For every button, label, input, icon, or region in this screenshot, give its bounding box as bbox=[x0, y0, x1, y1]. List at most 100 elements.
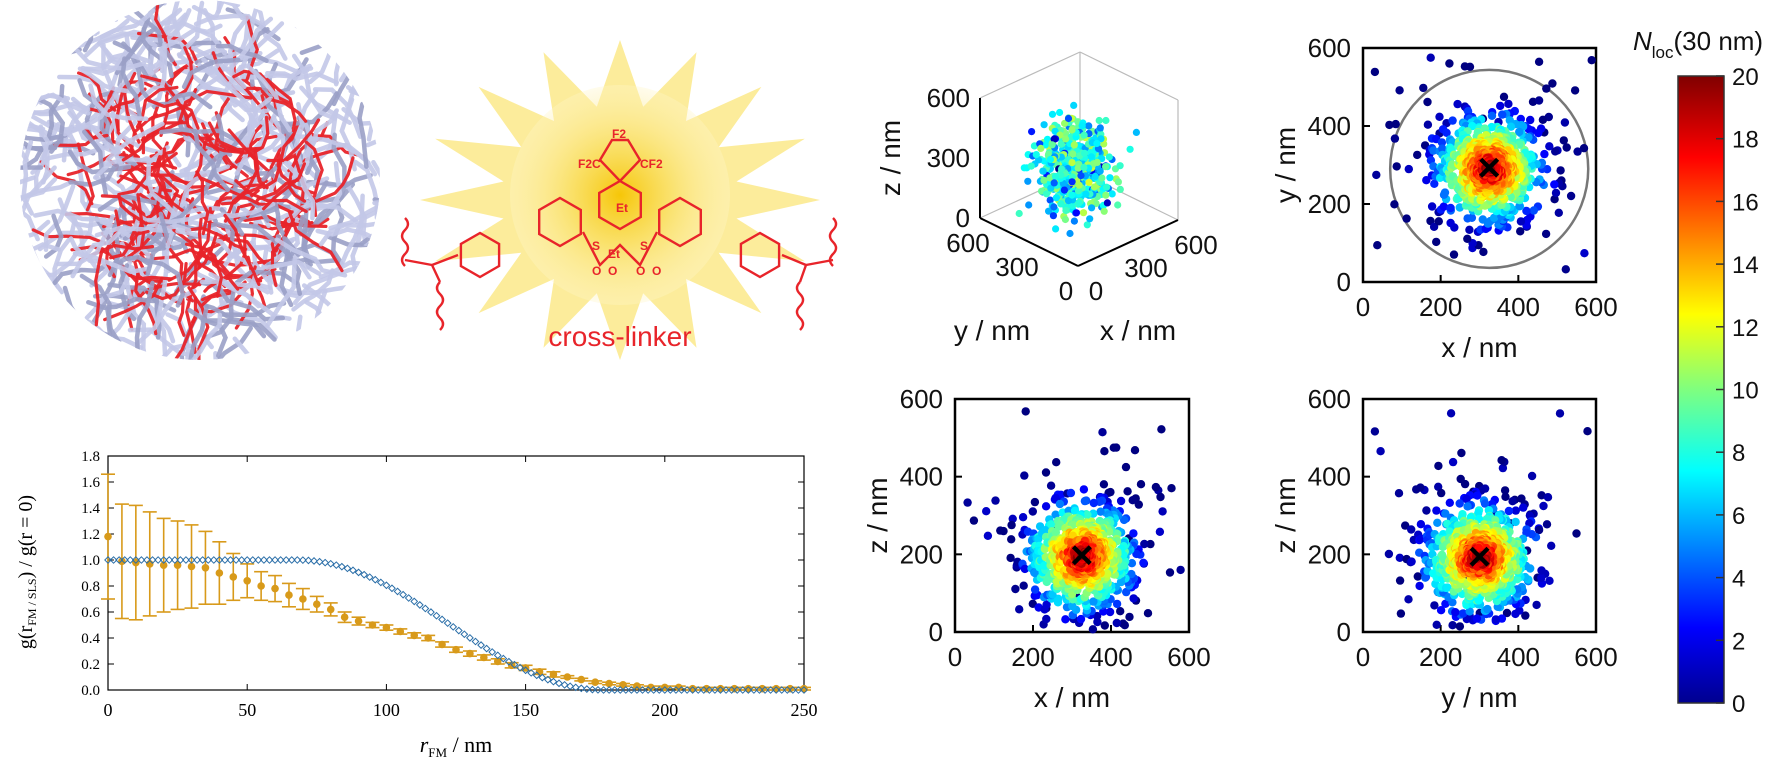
localization-point bbox=[1423, 120, 1433, 129]
data-point bbox=[688, 684, 697, 693]
diamond-point bbox=[738, 686, 747, 694]
localization-point bbox=[1041, 526, 1050, 535]
localization-point bbox=[1545, 576, 1554, 585]
polymer-strand bbox=[293, 101, 305, 165]
diamond-point bbox=[382, 581, 391, 590]
polymer-strand bbox=[264, 257, 297, 329]
data-point bbox=[716, 684, 725, 693]
crosslinker-strand bbox=[76, 142, 95, 212]
data-point bbox=[466, 649, 474, 658]
localization-point bbox=[963, 498, 972, 507]
polymer-strand bbox=[82, 129, 109, 197]
crosslinker-strand bbox=[304, 140, 324, 198]
diamond-point bbox=[516, 663, 524, 672]
x-tick-label: 200 bbox=[1419, 292, 1462, 322]
colorbar-tick-label: 6 bbox=[1732, 503, 1745, 530]
localization-point bbox=[1167, 484, 1176, 493]
y-tick-label: 600 bbox=[900, 384, 943, 414]
localization-point bbox=[1551, 188, 1561, 198]
crosslinker-strand bbox=[262, 132, 296, 190]
localization-point bbox=[1007, 520, 1016, 530]
x-axis-label: x / nm bbox=[1441, 332, 1517, 363]
diamond-point bbox=[543, 675, 552, 684]
crosslinker-strand bbox=[260, 90, 308, 123]
localization-point bbox=[1050, 179, 1058, 187]
benzene-ring bbox=[538, 196, 582, 248]
diamond-point bbox=[176, 556, 185, 564]
data-point bbox=[299, 595, 307, 603]
linker-bond bbox=[781, 253, 807, 267]
localization-point bbox=[1043, 190, 1051, 198]
localization-point bbox=[1045, 207, 1053, 215]
crosslinker-strand bbox=[152, 155, 167, 220]
polymer-strand bbox=[88, 83, 149, 121]
atom-label: O bbox=[608, 264, 617, 278]
diamond-point bbox=[282, 556, 291, 564]
localization-point bbox=[1050, 135, 1058, 143]
diamond-point bbox=[772, 686, 781, 694]
localization-point bbox=[1025, 201, 1033, 209]
panel-xy-projection: 0 200 400 600 0 200 400 600 x / nm y / nm × bbox=[1270, 33, 1618, 363]
localization-point bbox=[1129, 529, 1138, 538]
data-point bbox=[354, 617, 363, 625]
localization-point bbox=[1048, 110, 1057, 118]
localization-point bbox=[1516, 114, 1526, 124]
polymer-strand bbox=[200, 318, 277, 342]
localization-point bbox=[1497, 456, 1506, 465]
y-tick-label: 0.8 bbox=[81, 579, 100, 595]
localization-point bbox=[1445, 498, 1455, 507]
x-axis-label: rFM / nm bbox=[420, 732, 493, 758]
data-point bbox=[257, 582, 265, 590]
data-point bbox=[619, 681, 627, 689]
crosslinker-strand bbox=[151, 102, 175, 170]
y-tick-label: 1.8 bbox=[81, 449, 100, 465]
localization-point bbox=[1580, 249, 1589, 258]
data-point bbox=[424, 634, 432, 642]
localization-point bbox=[1027, 162, 1035, 170]
localization-point bbox=[1390, 134, 1400, 143]
bounding-circle bbox=[1388, 68, 1590, 270]
localization-point bbox=[1103, 199, 1111, 207]
polymer-strand bbox=[234, 113, 256, 176]
localization-point bbox=[1427, 202, 1437, 211]
z-axis-label: z / nm bbox=[875, 120, 906, 196]
localization-point bbox=[1534, 525, 1544, 535]
localization-point bbox=[1496, 101, 1505, 111]
polymer-strand bbox=[191, 4, 262, 26]
data-series bbox=[101, 473, 811, 694]
crosslinker-strand bbox=[208, 232, 240, 291]
y-tick-label: 0.4 bbox=[81, 631, 100, 647]
diamond-point bbox=[644, 686, 653, 694]
localization-point bbox=[1092, 199, 1100, 208]
localization-point bbox=[1573, 147, 1582, 156]
diamond-point bbox=[788, 686, 797, 694]
nanoparticle-illustration bbox=[20, 0, 380, 360]
localization-point bbox=[1501, 492, 1510, 501]
polymer-strand bbox=[205, 201, 276, 222]
diamond-point bbox=[399, 590, 408, 599]
colorbar-tick-label: 16 bbox=[1732, 189, 1759, 216]
localization-point bbox=[1489, 213, 1499, 222]
diamond-point bbox=[198, 556, 207, 564]
localization-point bbox=[1068, 191, 1076, 199]
polymer-strand bbox=[63, 124, 122, 155]
diamond-point bbox=[594, 685, 602, 694]
data-point bbox=[187, 562, 196, 571]
crosslinker-strand bbox=[120, 265, 173, 281]
polymer-strand bbox=[357, 101, 369, 169]
x-tick-label: 400 bbox=[1497, 292, 1540, 322]
diamond-point bbox=[393, 587, 402, 596]
z-tick-label: 0 bbox=[956, 203, 970, 233]
localization-point bbox=[1140, 539, 1149, 549]
localization-point bbox=[1068, 601, 1077, 611]
diamond-point bbox=[187, 556, 196, 564]
localization-point bbox=[1074, 164, 1082, 172]
polymer-strand bbox=[175, 228, 250, 264]
diamond-point bbox=[599, 686, 608, 694]
crosslinker-strand bbox=[114, 80, 134, 132]
diamond-point bbox=[605, 686, 614, 694]
cross-linker-label: cross-linker bbox=[548, 321, 691, 352]
polymer-strand bbox=[20, 165, 57, 235]
localization-point bbox=[1390, 200, 1399, 209]
polymer-strand bbox=[159, 127, 238, 142]
